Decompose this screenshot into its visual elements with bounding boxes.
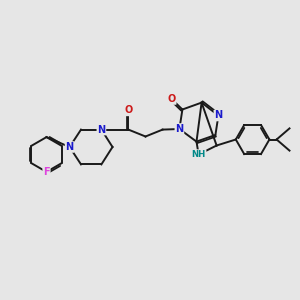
Text: N: N <box>175 124 184 134</box>
Text: N: N <box>65 142 74 152</box>
Text: NH: NH <box>191 150 206 159</box>
Text: O: O <box>167 94 176 104</box>
Text: N: N <box>214 110 223 121</box>
Text: O: O <box>124 105 133 116</box>
Text: F: F <box>43 167 50 177</box>
Text: N: N <box>97 124 106 135</box>
